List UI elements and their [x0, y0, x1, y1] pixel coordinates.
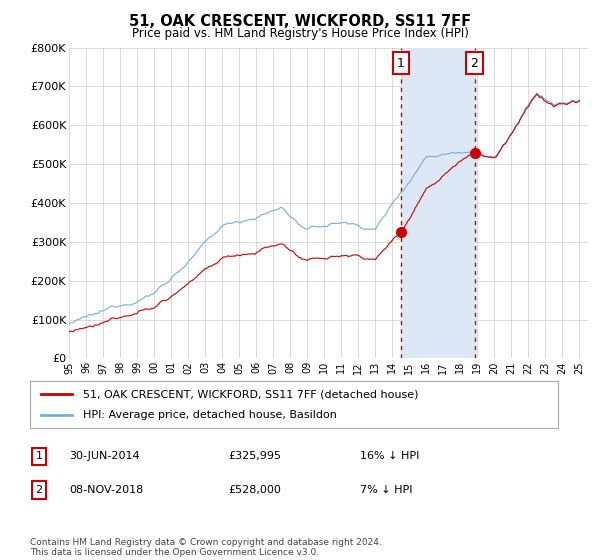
Text: 1: 1: [397, 57, 405, 69]
Text: Price paid vs. HM Land Registry's House Price Index (HPI): Price paid vs. HM Land Registry's House …: [131, 27, 469, 40]
Text: 08-NOV-2018: 08-NOV-2018: [69, 485, 143, 495]
Text: £325,995: £325,995: [228, 451, 281, 461]
Text: 51, OAK CRESCENT, WICKFORD, SS11 7FF: 51, OAK CRESCENT, WICKFORD, SS11 7FF: [129, 14, 471, 29]
Text: 16% ↓ HPI: 16% ↓ HPI: [360, 451, 419, 461]
Text: 30-JUN-2014: 30-JUN-2014: [69, 451, 140, 461]
Bar: [401, 48, 475, 358]
Text: Contains HM Land Registry data © Crown copyright and database right 2024.
This d: Contains HM Land Registry data © Crown c…: [30, 538, 382, 557]
Text: 2: 2: [35, 485, 43, 495]
Text: 51, OAK CRESCENT, WICKFORD, SS11 7FF (detached house): 51, OAK CRESCENT, WICKFORD, SS11 7FF (de…: [83, 389, 418, 399]
Text: 7% ↓ HPI: 7% ↓ HPI: [360, 485, 413, 495]
Text: 1: 1: [35, 451, 43, 461]
Text: 2: 2: [470, 57, 478, 69]
Text: HPI: Average price, detached house, Basildon: HPI: Average price, detached house, Basi…: [83, 410, 337, 420]
Text: £528,000: £528,000: [228, 485, 281, 495]
